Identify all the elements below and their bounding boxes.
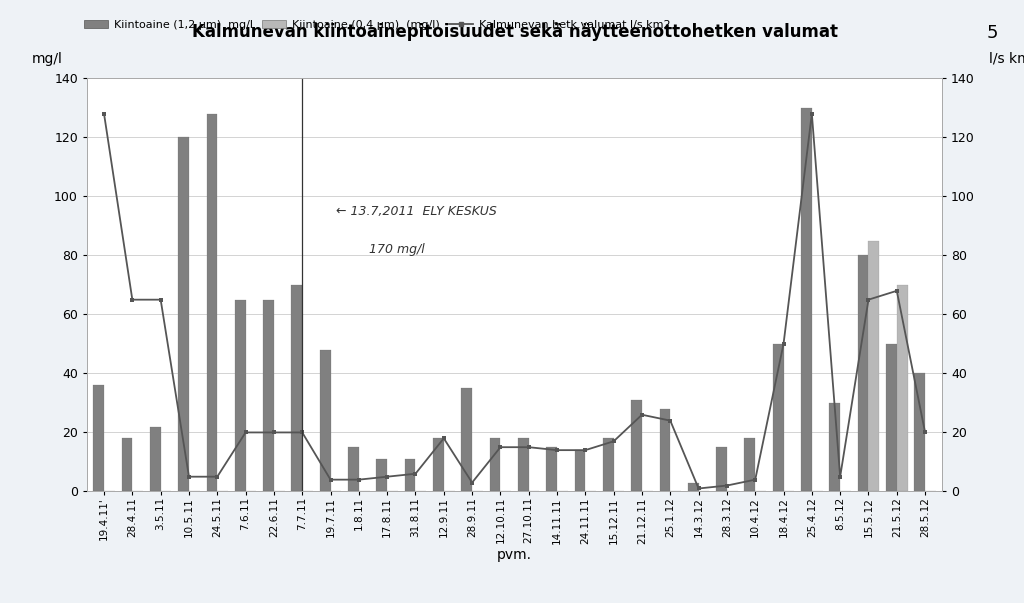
Bar bbox=[263, 300, 273, 491]
Bar bbox=[404, 459, 416, 491]
Bar bbox=[377, 459, 387, 491]
Bar bbox=[914, 373, 925, 491]
Bar bbox=[462, 388, 472, 491]
Bar bbox=[688, 482, 698, 491]
Text: 170 mg/l: 170 mg/l bbox=[345, 243, 424, 256]
Bar bbox=[574, 450, 586, 491]
Bar bbox=[319, 350, 331, 491]
Bar bbox=[150, 426, 161, 491]
Bar bbox=[433, 438, 443, 491]
Bar bbox=[546, 447, 557, 491]
Bar bbox=[801, 108, 812, 491]
Bar bbox=[897, 285, 907, 491]
Bar bbox=[292, 285, 302, 491]
Title: Kalmunevan kiintoainepitoisuudet sekä näytteenottohetken valumat: Kalmunevan kiintoainepitoisuudet sekä nä… bbox=[191, 23, 838, 41]
Bar bbox=[631, 400, 642, 491]
Bar bbox=[178, 137, 189, 491]
Text: 5: 5 bbox=[987, 24, 998, 42]
Bar bbox=[659, 409, 671, 491]
Bar bbox=[93, 385, 104, 491]
Bar bbox=[868, 241, 880, 491]
Bar bbox=[603, 438, 613, 491]
Text: mg/l: mg/l bbox=[32, 52, 62, 66]
X-axis label: pvm.: pvm. bbox=[497, 548, 532, 561]
Bar bbox=[858, 256, 868, 491]
Bar bbox=[122, 438, 132, 491]
Bar bbox=[773, 344, 783, 491]
Bar bbox=[744, 438, 756, 491]
Bar bbox=[829, 403, 840, 491]
Bar bbox=[489, 438, 501, 491]
Legend: Kiintoaine (1,2 μm)  mg/l, Kiintoaine (0,4 μm)  (mg/l), Kalmunevan hetk.valumat : Kiintoaine (1,2 μm) mg/l, Kiintoaine (0,… bbox=[84, 20, 670, 30]
Bar bbox=[207, 114, 217, 491]
Bar bbox=[518, 438, 528, 491]
Bar bbox=[234, 300, 246, 491]
Bar bbox=[348, 447, 358, 491]
Text: l/s km2: l/s km2 bbox=[989, 52, 1024, 66]
Text: ← 13.7,2011  ELY KESKUS: ← 13.7,2011 ELY KESKUS bbox=[336, 204, 497, 218]
Bar bbox=[716, 447, 727, 491]
Bar bbox=[886, 344, 897, 491]
